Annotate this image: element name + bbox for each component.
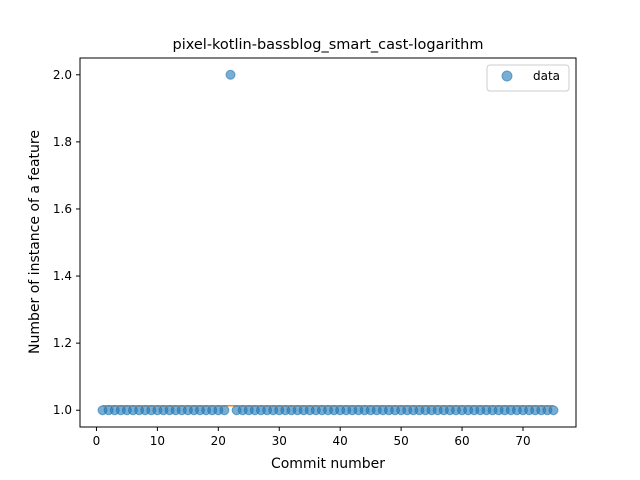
x-tick-label: 10	[150, 434, 165, 448]
legend: data	[486, 64, 570, 92]
y-tick-label: 1.4	[53, 269, 72, 283]
plot-area	[97, 69, 559, 416]
legend-label: data	[533, 69, 560, 83]
y-tick-label: 1.8	[53, 135, 72, 149]
y-tick-label: 1.2	[53, 336, 72, 350]
x-tick-label: 0	[93, 434, 101, 448]
data-point	[225, 69, 236, 80]
x-tick-label: 40	[333, 434, 348, 448]
data-point	[548, 405, 559, 416]
x-tick-label: 50	[393, 434, 408, 448]
axes-frame	[79, 57, 577, 428]
y-tick-label: 2.0	[53, 68, 72, 82]
x-axis-title: Commit number	[271, 456, 385, 472]
x-tick-label: 70	[515, 434, 530, 448]
y-tick-label: 1.0	[53, 403, 72, 417]
y-axis-ticks: 1.0 1.2 1.4 1.6 1.8 2.0	[53, 68, 80, 417]
y-tick-label: 1.6	[53, 202, 72, 216]
y-axis-title: Number of instance of a feature	[27, 130, 43, 354]
data-point	[219, 405, 230, 416]
x-tick-label: 20	[211, 434, 226, 448]
x-axis-ticks: 0 10 20 30 40 50 60 70	[93, 427, 531, 448]
chart-title: pixel-kotlin-bassblog_smart_cast-logarit…	[173, 37, 484, 53]
x-tick-label: 60	[454, 434, 469, 448]
x-tick-label: 30	[272, 434, 287, 448]
legend-marker	[501, 70, 513, 82]
